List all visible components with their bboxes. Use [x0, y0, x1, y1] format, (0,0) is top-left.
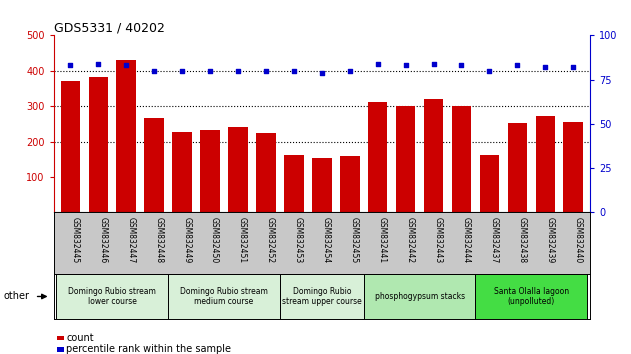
- Bar: [117, 60, 136, 212]
- Bar: [61, 81, 80, 212]
- Bar: [424, 99, 444, 212]
- Text: Domingo Rubio stream
medium course: Domingo Rubio stream medium course: [180, 287, 268, 306]
- Text: GDS5331 / 40202: GDS5331 / 40202: [54, 21, 165, 34]
- Bar: [284, 155, 304, 212]
- Bar: [168, 274, 280, 319]
- Text: GSM832448: GSM832448: [154, 217, 163, 263]
- Point: [568, 64, 578, 70]
- Text: GSM832439: GSM832439: [545, 217, 554, 264]
- Bar: [480, 155, 499, 212]
- Text: GSM832447: GSM832447: [126, 217, 135, 264]
- Bar: [57, 347, 64, 352]
- Point: [485, 68, 495, 74]
- Bar: [88, 77, 108, 212]
- Point: [205, 68, 215, 74]
- Bar: [340, 156, 360, 212]
- Text: GSM832451: GSM832451: [238, 217, 247, 263]
- Point: [93, 61, 103, 67]
- Point: [428, 61, 439, 67]
- Text: GSM832454: GSM832454: [322, 217, 331, 264]
- Text: phosphogypsum stacks: phosphogypsum stacks: [375, 292, 464, 301]
- Text: percentile rank within the sample: percentile rank within the sample: [66, 344, 231, 354]
- Text: Santa Olalla lagoon
(unpolluted): Santa Olalla lagoon (unpolluted): [494, 287, 569, 306]
- Bar: [363, 274, 475, 319]
- Bar: [312, 158, 331, 212]
- Text: GSM832453: GSM832453: [294, 217, 303, 264]
- Text: GSM832450: GSM832450: [210, 217, 219, 264]
- Text: GSM832444: GSM832444: [461, 217, 471, 264]
- Bar: [475, 274, 587, 319]
- Text: GSM832445: GSM832445: [71, 217, 80, 264]
- Text: GSM832440: GSM832440: [573, 217, 582, 264]
- Text: other: other: [3, 291, 29, 302]
- Point: [373, 61, 383, 67]
- Point: [66, 63, 76, 68]
- Point: [401, 63, 411, 68]
- Point: [456, 63, 466, 68]
- Point: [512, 63, 522, 68]
- Point: [177, 68, 187, 74]
- Bar: [144, 118, 164, 212]
- Text: GSM832438: GSM832438: [517, 217, 526, 263]
- Bar: [536, 116, 555, 212]
- Point: [289, 68, 299, 74]
- Point: [149, 68, 159, 74]
- Bar: [452, 106, 471, 212]
- Text: GSM832443: GSM832443: [433, 217, 442, 264]
- Point: [121, 63, 131, 68]
- Bar: [256, 133, 276, 212]
- Bar: [507, 123, 527, 212]
- Bar: [228, 127, 248, 212]
- Text: GSM832455: GSM832455: [350, 217, 359, 264]
- Bar: [368, 102, 387, 212]
- Bar: [57, 336, 64, 340]
- Bar: [396, 106, 415, 212]
- Text: GSM832437: GSM832437: [490, 217, 498, 264]
- Bar: [563, 122, 583, 212]
- Bar: [280, 274, 363, 319]
- Point: [261, 68, 271, 74]
- Point: [345, 68, 355, 74]
- Text: Domingo Rubio
stream upper course: Domingo Rubio stream upper course: [282, 287, 362, 306]
- Text: GSM832442: GSM832442: [406, 217, 415, 263]
- Point: [540, 64, 550, 70]
- Text: GSM832446: GSM832446: [98, 217, 107, 264]
- Text: Domingo Rubio stream
lower course: Domingo Rubio stream lower course: [68, 287, 156, 306]
- Point: [317, 70, 327, 75]
- Point: [233, 68, 243, 74]
- Text: GSM832452: GSM832452: [266, 217, 275, 263]
- Bar: [200, 130, 220, 212]
- Text: GSM832441: GSM832441: [378, 217, 387, 263]
- Text: GSM832449: GSM832449: [182, 217, 191, 264]
- Bar: [172, 132, 192, 212]
- Text: count: count: [66, 333, 94, 343]
- Bar: [56, 274, 168, 319]
